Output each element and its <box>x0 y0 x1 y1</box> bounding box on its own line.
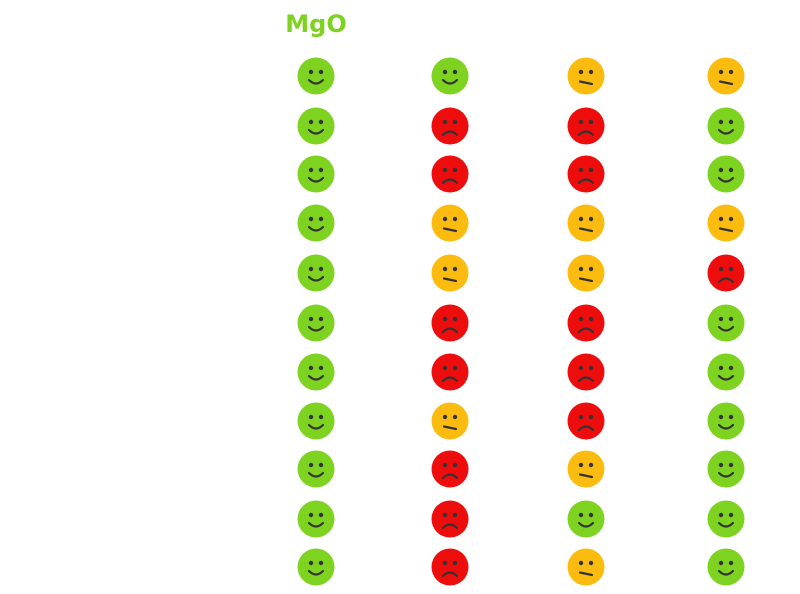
good-face-icon <box>707 450 745 488</box>
bad-face-icon <box>431 548 469 586</box>
neutral-face-icon <box>707 204 745 242</box>
good-face-icon <box>707 353 745 391</box>
good-face-icon <box>297 500 335 538</box>
good-face-icon <box>707 500 745 538</box>
bad-face-icon <box>567 107 605 145</box>
good-face-icon <box>707 548 745 586</box>
neutral-face-icon <box>431 204 469 242</box>
bad-face-icon <box>431 155 469 193</box>
good-face-icon <box>297 353 335 391</box>
bad-face-icon <box>567 353 605 391</box>
neutral-face-icon <box>567 57 605 95</box>
neutral-face-icon <box>567 254 605 292</box>
neutral-face-icon <box>567 450 605 488</box>
good-face-icon <box>297 107 335 145</box>
bad-face-icon <box>431 304 469 342</box>
bad-face-icon <box>431 450 469 488</box>
neutral-face-icon <box>567 548 605 586</box>
good-face-icon <box>707 107 745 145</box>
bad-face-icon <box>567 155 605 193</box>
bad-face-icon <box>431 500 469 538</box>
good-face-icon <box>297 155 335 193</box>
bad-face-icon <box>707 254 745 292</box>
good-face-icon <box>431 57 469 95</box>
bad-face-icon <box>567 304 605 342</box>
neutral-face-icon <box>431 254 469 292</box>
neutral-face-icon <box>707 57 745 95</box>
good-face-icon <box>297 204 335 242</box>
good-face-icon <box>707 402 745 440</box>
good-face-icon <box>297 304 335 342</box>
bad-face-icon <box>431 107 469 145</box>
good-face-icon <box>297 450 335 488</box>
bad-face-icon <box>431 353 469 391</box>
good-face-icon <box>297 254 335 292</box>
good-face-icon <box>707 155 745 193</box>
good-face-icon <box>567 500 605 538</box>
good-face-icon <box>297 402 335 440</box>
neutral-face-icon <box>431 402 469 440</box>
bad-face-icon <box>567 402 605 440</box>
good-face-icon <box>707 304 745 342</box>
good-face-icon <box>297 57 335 95</box>
good-face-icon <box>297 548 335 586</box>
column-header-mgo: MgO <box>285 10 347 38</box>
neutral-face-icon <box>567 204 605 242</box>
